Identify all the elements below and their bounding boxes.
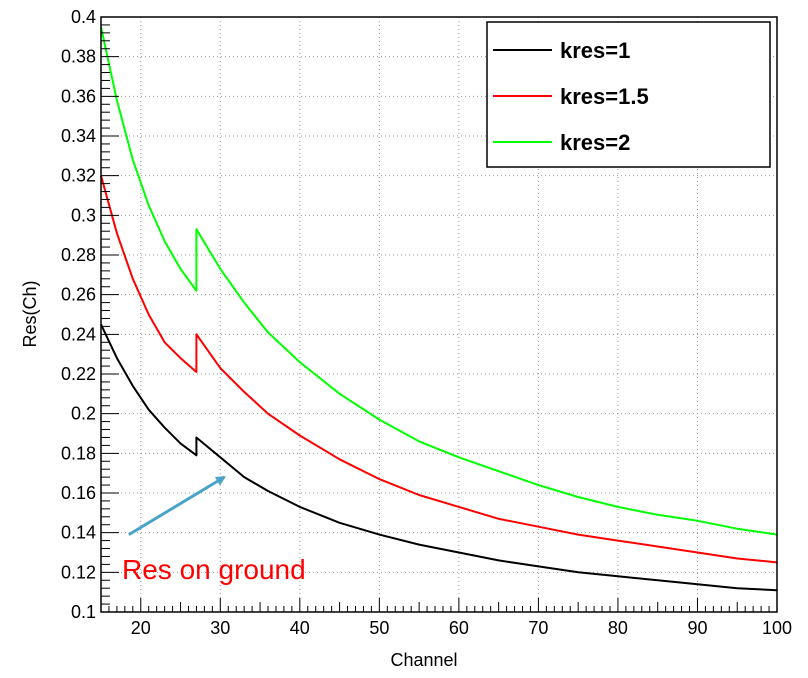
legend: kres=1 kres=1.5 kres=2 [486,21,771,168]
axes [100,16,778,613]
ticks: 20 30 40 50 60 70 80 90 100 0.1 0.12 0.14 0.16 0.18 0.… [61,7,792,638]
series-line [100,175,778,564]
y-tick-label: 0.3 [71,205,96,225]
x-tick-label: 90 [687,618,707,638]
y-tick-label: 0.18 [61,443,96,463]
y-tick-label: 0.2 [71,404,96,424]
x-tick-label: 30 [210,618,230,638]
legend-label: kres=1.5 [560,84,649,109]
legend-label: kres=2 [560,130,630,155]
y-tick-label: 0.36 [61,86,96,106]
y-tick-label: 0.4 [71,7,96,27]
annotation-arrow [128,475,226,536]
y-tick-label: 0.32 [61,166,96,186]
legend-label: kres=1 [560,38,630,63]
y-tick-label: 0.28 [61,245,96,265]
annotation-label: Res on ground [122,554,306,585]
y-tick-label: 0.34 [61,126,96,146]
series-line [100,323,778,592]
y-tick-label: 0.1 [71,602,96,622]
annotation-group: Res on ground [122,475,306,585]
x-tick-label: 40 [290,618,310,638]
x-tick-label: 70 [528,618,548,638]
y-tick-label: 0.24 [61,324,96,344]
y-tick-label: 0.38 [61,47,96,67]
grid [101,17,778,612]
x-axis-label: Channel [390,650,457,670]
x-tick-label: 60 [449,618,469,638]
x-tick-label: 100 [762,618,792,638]
y-tick-label: 0.26 [61,285,96,305]
x-tick-label: 80 [608,618,628,638]
x-tick-label: 20 [131,618,151,638]
x-tick-label: 50 [369,618,389,638]
y-tick-label: 0.22 [61,364,96,384]
y-tick-label: 0.16 [61,483,96,503]
series-line [100,26,778,536]
y-tick-label: 0.12 [61,562,96,582]
series-group [100,26,778,592]
y-tick-label: 0.14 [61,523,96,543]
plot-frame [100,16,778,613]
y-axis-label: Res(Ch) [20,280,40,347]
